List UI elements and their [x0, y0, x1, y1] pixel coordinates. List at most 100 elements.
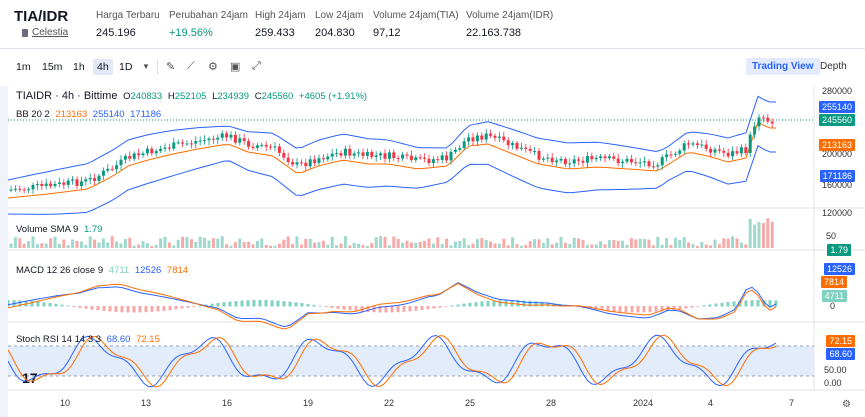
chevron-down-icon[interactable]: ▼ [142, 62, 150, 71]
interval-15m[interactable]: 15m [42, 61, 63, 73]
candle-body [533, 150, 537, 152]
save-icon[interactable]: ▣ [230, 61, 241, 73]
candle-body [247, 140, 251, 147]
macd-hist-bar [72, 306, 76, 307]
volume-bar [533, 239, 537, 248]
volume-bar [198, 236, 202, 248]
volume-bar [462, 238, 466, 248]
volume-bar [141, 241, 145, 248]
volume-bar [541, 242, 545, 248]
candle-body [673, 153, 677, 155]
macd-hist-bar [192, 306, 196, 307]
candle-body [396, 158, 400, 160]
bb-upper-value: 255140 [92, 109, 125, 120]
candle-body [75, 179, 79, 187]
volume-bar [273, 245, 277, 248]
fullscreen-icon[interactable]: ⤢ [252, 60, 261, 72]
macd-hist-bar [720, 302, 724, 307]
volume-bar [713, 239, 717, 248]
candle-body [66, 180, 70, 185]
macd-hist-bar [426, 306, 430, 310]
macd-hist-bar [48, 303, 52, 307]
macd-hist-bar [276, 300, 280, 307]
volume-bar [88, 236, 92, 248]
volume-bar [590, 244, 594, 248]
interval-1m[interactable]: 1m [16, 61, 31, 73]
macd-signal-label: 7814 [820, 276, 847, 288]
volume-bar [216, 238, 220, 248]
macd-hist-bar [6, 300, 10, 307]
volume-bar [62, 239, 66, 248]
volume-bar [53, 236, 57, 248]
volume-bar [607, 240, 611, 248]
stoch-d-line [7, 334, 777, 388]
macd-hist-bar [396, 306, 400, 313]
candle-body [49, 183, 53, 187]
depth-tab[interactable]: Depth [820, 61, 847, 72]
date-tick: 4 [708, 398, 713, 408]
trading-view-tab[interactable]: Trading View [746, 58, 820, 75]
volume-bar [546, 238, 550, 248]
candle-body [370, 151, 374, 157]
interval-1d[interactable]: 1D [119, 61, 133, 73]
coin-link[interactable]: Celestia [22, 27, 68, 38]
candle-body [242, 138, 246, 141]
volume-bar [264, 244, 268, 248]
interval-4h[interactable]: 4h [93, 59, 113, 75]
candle-body [9, 189, 13, 191]
macd-hist-bar [168, 306, 172, 311]
volume-bar [66, 245, 70, 248]
candle-body [57, 182, 61, 184]
candle-body [726, 152, 730, 157]
macd-hist-bar [750, 300, 754, 307]
volume-bar [154, 244, 158, 248]
candle-body [722, 150, 726, 153]
candle-body [709, 148, 713, 153]
macd-hist-bar [198, 305, 202, 307]
macd-hist-bar [264, 300, 268, 307]
candle-body [572, 159, 576, 164]
draw-tool-icon[interactable]: ✎ [166, 61, 176, 73]
interval-1h[interactable]: 1h [73, 61, 85, 73]
chart-canvas[interactable]: 280000 240000 200000 160000 120000 50 0 … [6, 86, 865, 417]
settings-gear-icon[interactable]: ⚙ [842, 399, 851, 410]
candle-body [449, 151, 453, 161]
volume-bar [757, 221, 761, 248]
candle-body [506, 140, 510, 146]
candle-body [753, 126, 757, 135]
volume-bar [409, 242, 413, 248]
macd-hist-bar [612, 306, 616, 312]
candle-body [603, 156, 607, 159]
indicators-icon[interactable]: ⟋ [187, 60, 195, 72]
tradingview-logo-icon[interactable]: 17 [22, 370, 38, 386]
candle-body [119, 159, 123, 166]
gear-icon[interactable]: ⚙ [208, 61, 218, 73]
candle-body [638, 162, 642, 164]
volume-bar [475, 239, 479, 248]
candle-body [625, 158, 629, 162]
ohlc-c-label: C [254, 91, 262, 102]
macd-hist-bar [366, 306, 370, 312]
volume-bar [229, 245, 233, 248]
volume-bar [717, 244, 721, 248]
volume-bar [744, 244, 748, 248]
volume-bar [40, 243, 44, 248]
candle-body [44, 183, 48, 186]
macd-hist-bar [96, 306, 100, 311]
candle-body [62, 182, 66, 185]
coin-name[interactable]: Celestia [32, 27, 69, 38]
date-tick: 25 [465, 398, 475, 408]
date-tick: 28 [546, 398, 556, 408]
candle-body [255, 145, 259, 148]
volume-bar [616, 240, 620, 248]
volume-bar [489, 241, 493, 248]
candle-body [79, 181, 83, 187]
macd-hist-bar [552, 303, 556, 307]
candle-body [757, 117, 761, 127]
volume-bar [502, 238, 506, 248]
macd-legend: MACD 12 26 close 9 4711 12526 7814 [16, 265, 191, 276]
volume-bar [357, 243, 361, 248]
volume-bar [629, 238, 633, 248]
chart-area[interactable]: 280000 240000 200000 160000 120000 50 0 … [6, 86, 865, 417]
macd-hist-bar [156, 306, 160, 312]
